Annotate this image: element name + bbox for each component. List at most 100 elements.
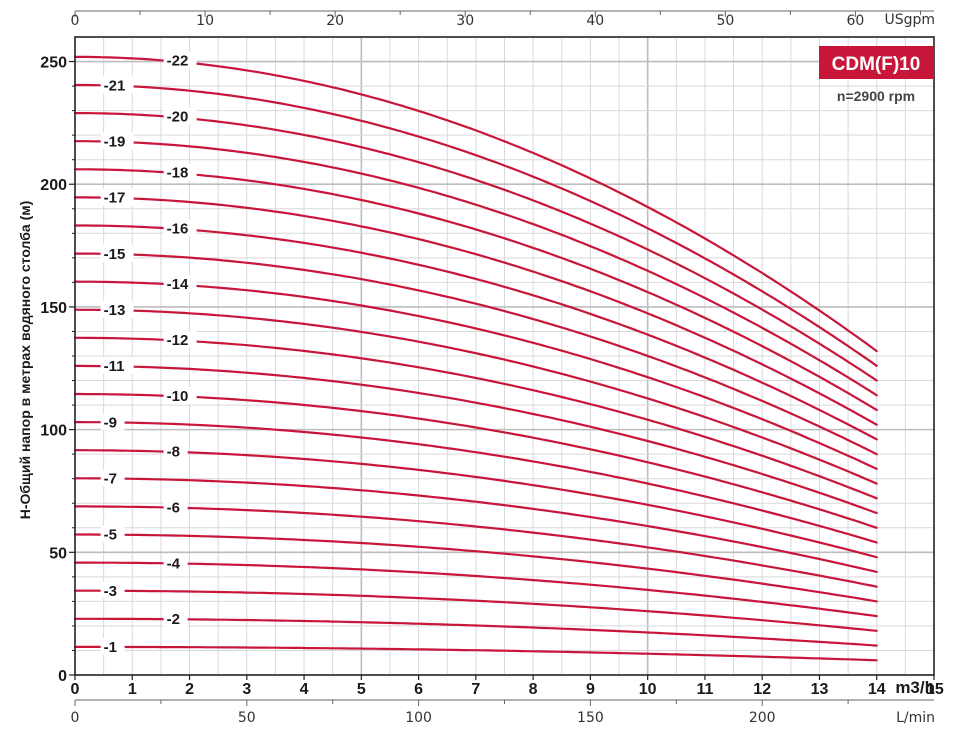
curve-label: -6 [167, 499, 180, 516]
curve-label: -1 [104, 639, 117, 656]
curve-series [73, 505, 878, 588]
x-top-tick-label: 10 [196, 13, 214, 29]
model-label: CDM(F)10 [832, 54, 921, 75]
curve-series [73, 617, 878, 647]
x-bottom-tick-label: 200 [749, 710, 776, 726]
x-main-tick-label: 9 [586, 681, 595, 698]
curve-series [73, 280, 878, 470]
curve-labels: -1 -2 -3 -4 -5 -6 -7 -8 -9 -10 -11 -12 -13 -14 -15 -16 -… [100, 51, 197, 656]
curve-label: -18 [167, 164, 189, 181]
curve-label-bg [100, 581, 125, 599]
x-main-tick-label: 14 [868, 681, 886, 698]
curve-label-bg [100, 469, 125, 487]
x-main-tick-label: 13 [811, 681, 829, 698]
curve-label-bg [163, 163, 197, 181]
curve-series [73, 449, 878, 559]
curve-label-bg [163, 275, 197, 293]
x-main-tick-label: 11 [696, 681, 713, 698]
curve-series [73, 645, 878, 662]
curve-label-bg [163, 554, 188, 572]
curve-label: -15 [104, 246, 126, 263]
x-main-tick-label: 5 [357, 681, 366, 698]
x-main-tick-label: 1 [128, 681, 137, 698]
x-top-tick-label: 30 [456, 13, 474, 29]
curve-label-bg [100, 244, 134, 262]
curve-label-bg [100, 132, 134, 150]
curve-label: -17 [104, 190, 126, 207]
curve-label-bg [100, 76, 134, 94]
curve-label-bg [100, 637, 125, 655]
curve-series [73, 140, 878, 397]
curve-label: -14 [167, 276, 189, 293]
curve-label-bg [163, 107, 197, 125]
curve-label-bg [163, 330, 197, 348]
curve-series [73, 112, 878, 382]
curve-label: -19 [104, 133, 126, 150]
curve-label: -13 [104, 302, 126, 319]
curve-series [73, 589, 878, 632]
curve-label: -9 [104, 414, 117, 431]
curve-series [73, 308, 878, 485]
x-top-tick-label: 0 [71, 13, 80, 29]
curves [73, 55, 878, 662]
x-main-tick-label: 10 [639, 681, 657, 698]
y-tick-label: 250 [40, 55, 67, 72]
curve-series [73, 252, 878, 456]
curve-series [73, 533, 878, 603]
curve-label: -16 [167, 220, 189, 237]
curve-label-bg [100, 525, 125, 543]
y-tick-label: 0 [58, 668, 67, 685]
x-bottom-tick-label: 150 [577, 710, 604, 726]
x-top-tick-label: 20 [326, 13, 344, 29]
curve-label: -11 [104, 358, 125, 375]
curve-label-bg [100, 300, 134, 318]
model-badge: CDM(F)10 [819, 46, 933, 79]
y-tick-label: 200 [40, 177, 67, 194]
curve-label: -7 [104, 470, 117, 487]
curve-label: -12 [167, 332, 189, 349]
curve-label: -22 [167, 53, 189, 70]
x-main-tick-label: 2 [185, 681, 194, 698]
curve-series [73, 421, 878, 544]
curve-series [73, 168, 878, 412]
y-tick-label: 150 [40, 300, 67, 317]
curve-series [73, 83, 878, 367]
x-top-tick-label: 60 [847, 13, 865, 29]
curve-label: -21 [104, 77, 126, 94]
curve-series [73, 561, 878, 618]
curve-label-bg [100, 413, 125, 431]
curve-label: -3 [104, 583, 117, 600]
x-bottom-tick-label: 0 [71, 710, 80, 726]
x-bottom-tick-label: 50 [238, 710, 256, 726]
x-bottom-tick-label: 100 [405, 710, 432, 726]
speed-label: n=2900 rpm [837, 88, 915, 104]
grid [75, 37, 934, 675]
curve-label: -10 [167, 388, 189, 405]
curve-label-bg [100, 357, 134, 375]
x-top-tick-label: 40 [586, 13, 604, 29]
curve-label-bg [163, 51, 197, 69]
curve-series [73, 364, 878, 515]
x-main-tick-label: 6 [414, 681, 423, 698]
curve-label-bg [163, 442, 188, 460]
curve-label-bg [163, 219, 197, 237]
y-tick-label: 100 [40, 423, 67, 440]
curve-label: -5 [104, 527, 117, 544]
x-main-unit: m3/h [895, 678, 935, 697]
x-main-tick-label: 8 [529, 681, 538, 698]
x-main-tick-label: 12 [753, 681, 771, 698]
y-tick-label: 50 [49, 545, 67, 562]
x-main-tick-label: 7 [471, 681, 480, 698]
curve-series [73, 55, 878, 353]
curve-label: -8 [167, 444, 180, 461]
x-main-tick-label: 0 [71, 681, 80, 698]
curve-label: -4 [167, 555, 181, 572]
curve-series [73, 196, 878, 426]
curve-series [73, 477, 878, 573]
curve-series [73, 392, 878, 529]
x-main-tick-label: 3 [242, 681, 251, 698]
curve-label-bg [100, 188, 134, 206]
model-badge-bg [819, 46, 933, 79]
